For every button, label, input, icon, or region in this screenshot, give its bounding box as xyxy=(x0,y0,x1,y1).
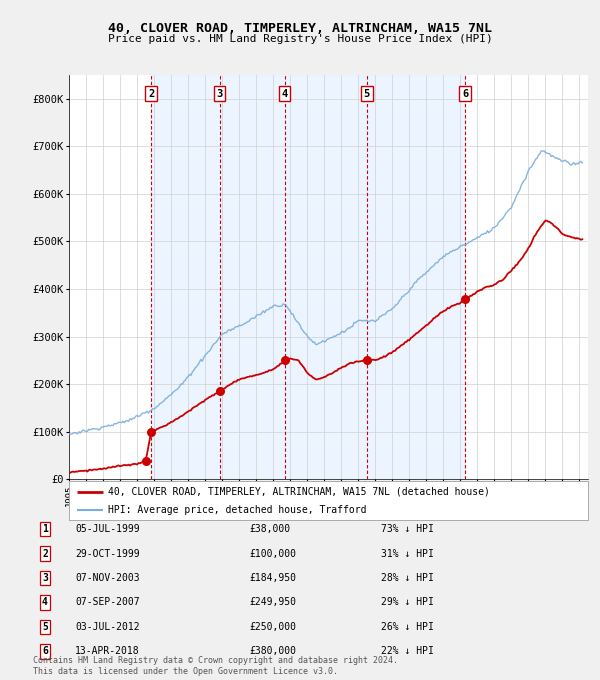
Point xyxy=(362,355,371,366)
Text: 5: 5 xyxy=(42,622,48,632)
Text: 05-JUL-1999: 05-JUL-1999 xyxy=(75,524,140,534)
Text: £38,000: £38,000 xyxy=(249,524,290,534)
Text: 4: 4 xyxy=(42,598,48,607)
Text: 07-NOV-2003: 07-NOV-2003 xyxy=(75,573,140,583)
Text: 3: 3 xyxy=(42,573,48,583)
Text: 03-JUL-2012: 03-JUL-2012 xyxy=(75,622,140,632)
Text: £184,950: £184,950 xyxy=(249,573,296,583)
Text: 28% ↓ HPI: 28% ↓ HPI xyxy=(381,573,434,583)
Text: £380,000: £380,000 xyxy=(249,647,296,656)
Text: 40, CLOVER ROAD, TIMPERLEY, ALTRINCHAM, WA15 7NL (detached house): 40, CLOVER ROAD, TIMPERLEY, ALTRINCHAM, … xyxy=(108,487,490,497)
Text: Contains HM Land Registry data © Crown copyright and database right 2024.: Contains HM Land Registry data © Crown c… xyxy=(33,656,398,665)
Text: 22% ↓ HPI: 22% ↓ HPI xyxy=(381,647,434,656)
Point xyxy=(460,293,470,304)
Text: £100,000: £100,000 xyxy=(249,549,296,558)
Text: 3: 3 xyxy=(217,89,223,99)
Text: 13-APR-2018: 13-APR-2018 xyxy=(75,647,140,656)
Text: HPI: Average price, detached house, Trafford: HPI: Average price, detached house, Traf… xyxy=(108,505,367,515)
Text: 29% ↓ HPI: 29% ↓ HPI xyxy=(381,598,434,607)
Text: 5: 5 xyxy=(364,89,370,99)
Text: This data is licensed under the Open Government Licence v3.0.: This data is licensed under the Open Gov… xyxy=(33,667,338,676)
Text: 31% ↓ HPI: 31% ↓ HPI xyxy=(381,549,434,558)
Text: £250,000: £250,000 xyxy=(249,622,296,632)
Text: 2: 2 xyxy=(42,549,48,558)
Text: 26% ↓ HPI: 26% ↓ HPI xyxy=(381,622,434,632)
Text: 73% ↓ HPI: 73% ↓ HPI xyxy=(381,524,434,534)
Point xyxy=(280,355,290,366)
Text: £249,950: £249,950 xyxy=(249,598,296,607)
Bar xyxy=(151,75,465,479)
Point xyxy=(146,426,156,437)
Text: 4: 4 xyxy=(281,89,288,99)
Text: 6: 6 xyxy=(462,89,468,99)
Point xyxy=(215,386,224,397)
Text: 2: 2 xyxy=(148,89,154,99)
Text: 29-OCT-1999: 29-OCT-1999 xyxy=(75,549,140,558)
Point xyxy=(141,456,151,466)
Text: Price paid vs. HM Land Registry's House Price Index (HPI): Price paid vs. HM Land Registry's House … xyxy=(107,34,493,44)
Text: 6: 6 xyxy=(42,647,48,656)
Text: 07-SEP-2007: 07-SEP-2007 xyxy=(75,598,140,607)
Text: 40, CLOVER ROAD, TIMPERLEY, ALTRINCHAM, WA15 7NL: 40, CLOVER ROAD, TIMPERLEY, ALTRINCHAM, … xyxy=(108,22,492,35)
Text: 1: 1 xyxy=(42,524,48,534)
